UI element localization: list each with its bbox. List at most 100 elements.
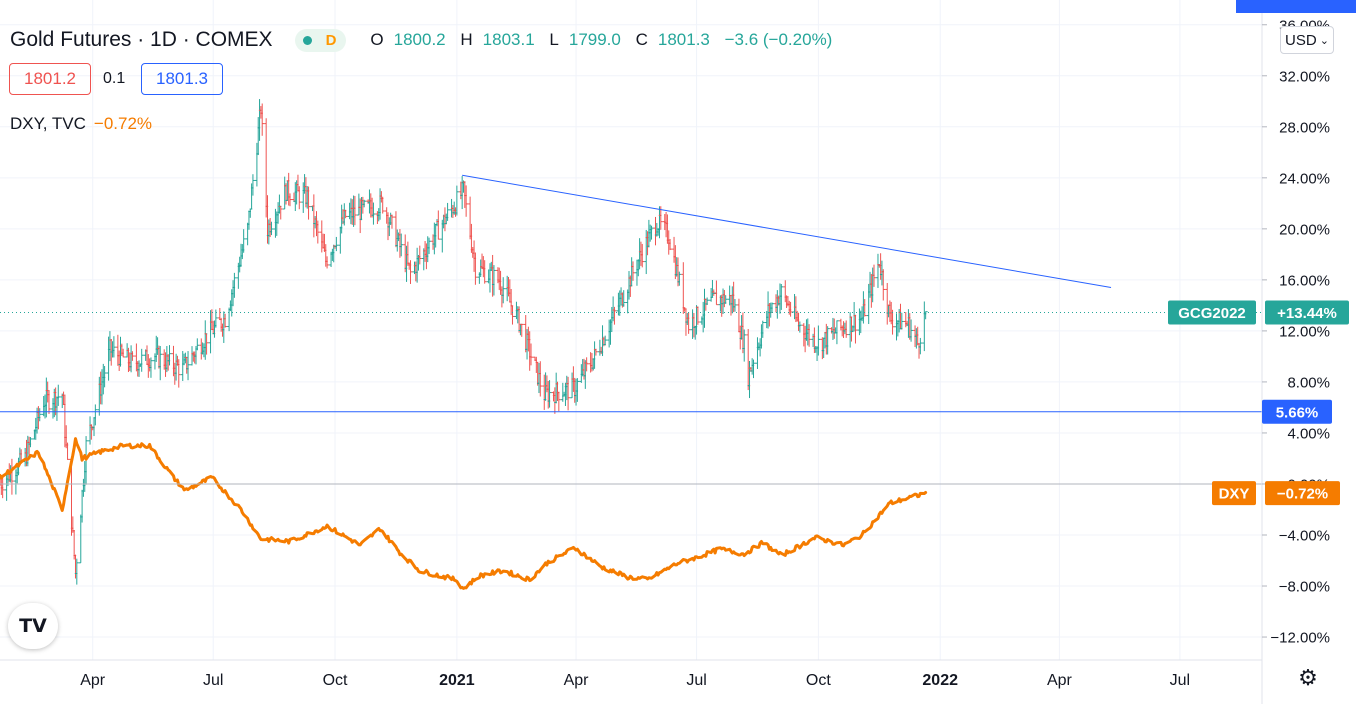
price-bar (454, 185, 459, 216)
market-open-dot-icon (302, 35, 312, 45)
price-bar (334, 236, 339, 252)
price-bar (807, 324, 812, 347)
tradingview-logo-icon[interactable]: TV (8, 603, 58, 649)
currency-label: USD (1285, 31, 1317, 49)
ohlc-readout: O 1800.2 H 1803.1 L 1799.0 C 1801.3 −3.6 (−0… (370, 30, 832, 50)
y-tick-label: 12.00% (1279, 323, 1330, 340)
price-bar (0, 475, 5, 499)
y-tick-label: −12.00% (1270, 630, 1330, 647)
price-bar (46, 390, 51, 414)
price-bar (241, 229, 246, 253)
price-bar (56, 384, 61, 406)
price-bar (213, 309, 218, 328)
horizontal-line-value-tag: 5.66% (1262, 399, 1332, 424)
price-bar (389, 214, 394, 229)
compare-legend[interactable]: DXY, TVC −0.72% (10, 114, 152, 134)
price-bar (621, 290, 626, 307)
x-tick-label: Oct (323, 672, 348, 689)
price-bar (176, 359, 181, 388)
price-bar (885, 282, 890, 325)
price-bar (325, 256, 330, 269)
price-bar (918, 337, 923, 355)
price-bar (227, 307, 232, 332)
price-bar (436, 210, 441, 240)
ask-price-button[interactable]: 1801.3 (141, 63, 223, 95)
price-bar (167, 345, 172, 366)
svg-text:DXY: DXY (1219, 486, 1250, 503)
x-tick-label: Jul (1170, 672, 1190, 689)
price-bar (816, 325, 821, 356)
price-bar (93, 404, 98, 426)
price-bar (232, 272, 237, 298)
y-tick-label: 16.00% (1279, 272, 1330, 289)
symbol-title[interactable]: Gold Futures · 1D · COMEX (10, 28, 273, 51)
price-bar (742, 329, 747, 362)
price-bar (74, 558, 79, 585)
price-bar (547, 380, 552, 408)
price-bar (130, 351, 135, 361)
price-bar (427, 237, 432, 255)
bid-price-button[interactable]: 1801.2 (9, 63, 91, 95)
dxy-last-value-tag: −0.72% (1265, 481, 1340, 506)
price-bar (909, 319, 914, 342)
grid-lines (0, 0, 1262, 660)
market-status-badge[interactable]: D (294, 28, 347, 52)
price-bar (862, 299, 867, 317)
price-bar (566, 376, 571, 411)
price-bar (510, 305, 515, 325)
price-bar (186, 351, 191, 381)
price-bar (538, 361, 543, 397)
x-tick-label: 2022 (922, 672, 958, 689)
price-bar (362, 199, 367, 208)
price-bar (732, 298, 737, 312)
y-tick-label: 20.00% (1279, 221, 1330, 238)
y-tick-label: 32.00% (1279, 68, 1330, 85)
compare-symbol: DXY, TVC (10, 114, 86, 133)
price-bar (890, 309, 895, 335)
price-bar (923, 311, 928, 320)
ohlc-high: H 1803.1 (460, 30, 535, 49)
svg-text:+13.44%: +13.44% (1277, 305, 1337, 322)
y-tick-label: 8.00% (1287, 374, 1330, 391)
ohlc-open: O 1800.2 (370, 30, 446, 49)
price-bar (871, 264, 876, 287)
ohlc-close: C 1801.3 (635, 30, 710, 49)
price-bar (853, 314, 858, 344)
chevron-down-icon: ⌄ (1319, 34, 1329, 47)
price-bar (834, 320, 839, 345)
price-bar (501, 277, 506, 304)
price-bar (473, 252, 478, 285)
price-bar (612, 306, 617, 325)
price-bar (380, 196, 385, 214)
price-bar (695, 306, 700, 325)
spread-value: 0.1 (103, 70, 126, 87)
y-tick-label: 28.00% (1279, 119, 1330, 136)
gcg-price-bars (0, 99, 928, 585)
price-bar (111, 336, 116, 358)
price-bar (519, 323, 524, 337)
price-bar (158, 346, 163, 381)
price-bar (556, 391, 561, 412)
price-bar (204, 333, 209, 355)
currency-selector[interactable]: USD ⌄ (1280, 26, 1334, 54)
price-bar (603, 335, 608, 346)
gear-icon[interactable]: ⚙ (1298, 665, 1318, 690)
price-bar (260, 103, 265, 136)
x-tick-label: Oct (806, 672, 831, 689)
price-bar (315, 220, 320, 244)
svg-text:−0.72%: −0.72% (1277, 486, 1328, 503)
trendline (462, 174, 1112, 289)
price-bar (311, 194, 316, 238)
price-bar (844, 320, 849, 338)
price-bar (65, 442, 70, 460)
chart-overlays (0, 174, 1262, 485)
price-bar (630, 261, 635, 281)
y-tick-label: 24.00% (1279, 170, 1330, 187)
x-tick-label: Apr (1047, 672, 1073, 689)
svg-text:GCG2022: GCG2022 (1178, 305, 1246, 322)
x-tick-label: Jul (203, 672, 223, 689)
price-bar (881, 269, 886, 301)
price-bar (875, 253, 880, 288)
